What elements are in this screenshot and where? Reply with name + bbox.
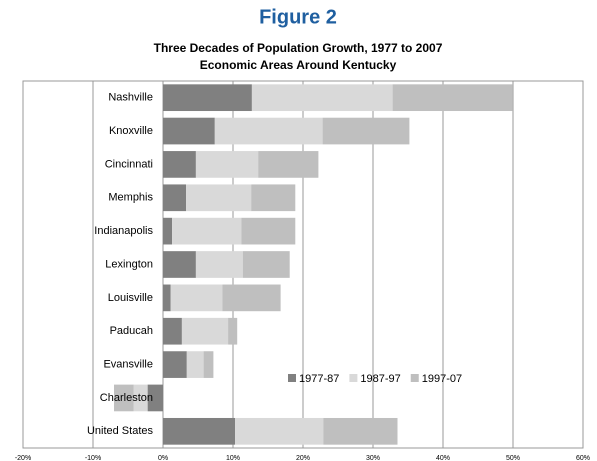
legend-swatch — [410, 374, 419, 382]
bar-segment — [147, 384, 163, 412]
bar-segment — [186, 351, 204, 378]
y-tick-label: Paducah — [110, 325, 153, 337]
bar-segment — [214, 117, 323, 145]
bar-segment — [195, 151, 259, 178]
y-tick-label: Cincinnati — [105, 158, 153, 170]
bar-segment — [323, 417, 398, 445]
x-tick-label: 20% — [296, 455, 310, 461]
y-tick-label: Louisville — [108, 292, 153, 304]
x-tick-label: 60% — [576, 455, 590, 461]
y-tick-label: Lexington — [105, 258, 153, 270]
bar-segment — [133, 384, 148, 412]
y-tick-label: Nashville — [108, 92, 153, 104]
bar-segment — [186, 184, 252, 212]
bar-segment — [163, 184, 187, 212]
y-tick-label: Memphis — [108, 192, 153, 204]
bar-segment — [195, 251, 243, 278]
bar-segment — [163, 84, 252, 112]
x-tick-label: -10% — [85, 455, 101, 461]
legend-swatch — [349, 374, 358, 382]
x-tick-label: 0% — [158, 455, 168, 461]
x-tick-label: 40% — [436, 455, 450, 461]
bar-segment — [203, 351, 214, 378]
y-tick-label: Knoxville — [109, 125, 153, 137]
bar-segment — [235, 417, 324, 445]
bar-segment — [163, 217, 173, 245]
bar-segment — [228, 317, 238, 345]
bar-segment — [114, 384, 134, 412]
figure-label: Figure 2 — [259, 6, 337, 28]
bar-segment — [163, 251, 196, 278]
bar-segment — [251, 84, 393, 112]
x-tick-label: 10% — [226, 455, 240, 461]
legend-label: 1997-07 — [422, 373, 462, 385]
legend-label: 1977-87 — [299, 373, 339, 385]
chart-title: Three Decades of Population Growth, 1977… — [154, 41, 443, 55]
bar-segment — [241, 217, 296, 245]
bar-segment — [242, 251, 290, 278]
bar-segment — [251, 184, 296, 212]
bar-segment — [163, 317, 182, 345]
bar-segment — [181, 317, 229, 345]
x-tick-label: 30% — [366, 455, 380, 461]
bar-segment — [322, 117, 410, 145]
bar-segment — [170, 284, 223, 312]
legend-label: 1987-97 — [360, 373, 400, 385]
bar-segment — [222, 284, 281, 312]
bar-segment — [163, 351, 187, 378]
y-tick-label: Indianapolis — [94, 225, 153, 237]
y-tick-label: United States — [87, 425, 154, 437]
chart-subtitle: Economic Areas Around Kentucky — [200, 58, 397, 72]
bar-segment — [258, 151, 319, 178]
legend-swatch — [288, 374, 296, 382]
bar-segment — [163, 284, 171, 312]
bar-segment — [172, 217, 242, 245]
x-tick-label: -20% — [15, 455, 31, 461]
y-tick-label: Charleston — [100, 392, 153, 404]
bar-segment — [392, 84, 513, 112]
bar-segment — [163, 151, 196, 178]
x-tick-label: 50% — [506, 455, 520, 461]
bar-segment — [163, 417, 236, 445]
bar-segment — [163, 117, 215, 145]
y-tick-label: Evansville — [103, 358, 153, 370]
